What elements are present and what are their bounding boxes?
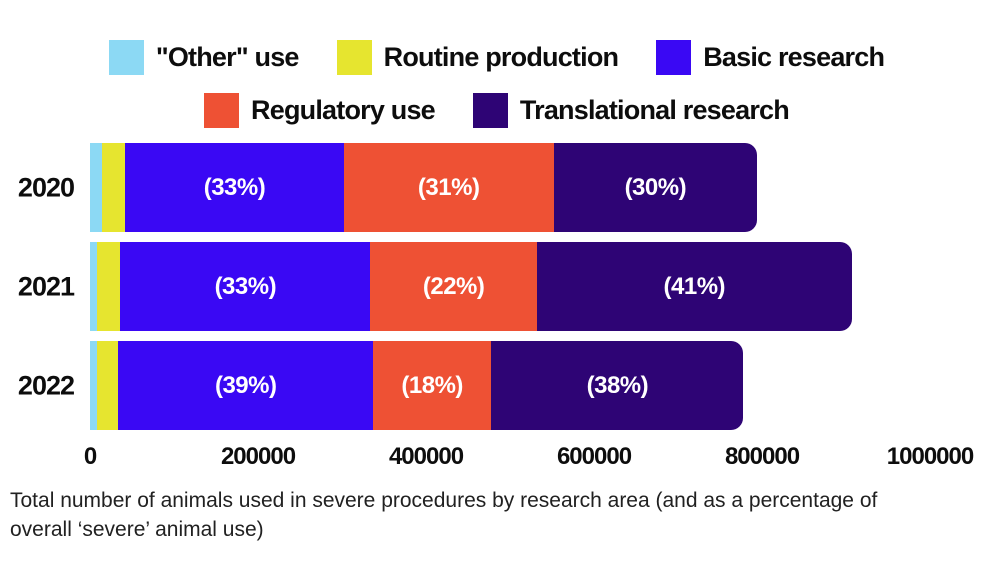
- legend-item: Regulatory use: [204, 93, 436, 128]
- bar-segment: [96, 242, 121, 331]
- legend-label: Routine production: [383, 42, 619, 72]
- legend-label: "Other" use: [155, 42, 300, 72]
- bar-segment: (22%): [370, 242, 537, 331]
- legend-item: Routine production: [336, 40, 619, 75]
- percent-label: (31%): [417, 173, 480, 201]
- legend-item: Basic research: [656, 40, 885, 75]
- bar-segment: (33%): [120, 242, 371, 331]
- bar-segment: [90, 242, 97, 331]
- bar-segment: (38%): [491, 341, 744, 430]
- percent-label: (30%): [624, 173, 687, 201]
- percent-label: (18%): [401, 371, 463, 399]
- basic-research-swatch: [656, 40, 692, 75]
- percent-label: (22%): [422, 272, 485, 300]
- percent-label: (39%): [214, 371, 277, 399]
- bar-segment: (39%): [118, 341, 373, 430]
- bar-row-2022: 2022 (39%) (18%) (38%): [0, 341, 993, 430]
- percent-label: (41%): [663, 272, 726, 300]
- year-label: 2022: [17, 370, 75, 400]
- bar-segment: (33%): [125, 143, 344, 232]
- legend-label: Regulatory use: [251, 95, 436, 125]
- other-use-swatch: [108, 40, 144, 75]
- x-axis-tick-label: 1000000: [886, 443, 974, 470]
- legend-row-1: "Other" use Routine production Basic resea…: [0, 40, 993, 75]
- x-axis-tick-label: 400000: [388, 443, 464, 470]
- bar-segment: [90, 143, 102, 232]
- bar-segment: (30%): [553, 143, 757, 232]
- year-label: 2021: [17, 271, 75, 301]
- legend-item: "Other" use: [108, 40, 300, 75]
- routine-production-swatch: [336, 40, 372, 75]
- bar-segment: (41%): [536, 242, 852, 331]
- bar-segment: [90, 341, 97, 430]
- regulatory-use-swatch: [204, 93, 240, 128]
- bar-track: (39%) (18%) (38%): [90, 341, 930, 430]
- bar-row-2020: 2020 (33%) (31%) (30%): [0, 143, 993, 232]
- bar-segment: [101, 143, 126, 232]
- legend-label: Translational research: [519, 95, 790, 125]
- legend-row-2: Regulatory use Translational research: [0, 93, 993, 128]
- percent-label: (33%): [214, 272, 277, 300]
- percent-label: (38%): [586, 371, 649, 399]
- translational-research-swatch: [472, 93, 508, 128]
- bar-segment: (31%): [343, 143, 554, 232]
- x-axis-tick-label: 800000: [724, 443, 800, 470]
- x-axis-tick-label: 0: [83, 443, 97, 470]
- chart-caption: Total number of animals used in severe p…: [10, 489, 878, 541]
- x-axis-tick-label: 200000: [220, 443, 296, 470]
- bar-segment: (18%): [372, 341, 492, 430]
- bar-track: (33%) (31%) (30%): [90, 143, 930, 232]
- legend-label: Basic research: [703, 42, 885, 72]
- bar-track: (33%) (22%) (41%): [90, 242, 930, 331]
- bar-row-2021: 2021 (33%) (22%) (41%): [0, 242, 993, 331]
- year-label: 2020: [17, 172, 75, 202]
- legend-item: Translational research: [472, 93, 790, 128]
- percent-label: (33%): [203, 173, 266, 201]
- x-axis: 0 200000 400000 600000 800000 1000000: [0, 443, 993, 475]
- x-axis-tick-label: 600000: [556, 443, 632, 470]
- bar-segment: [96, 341, 119, 430]
